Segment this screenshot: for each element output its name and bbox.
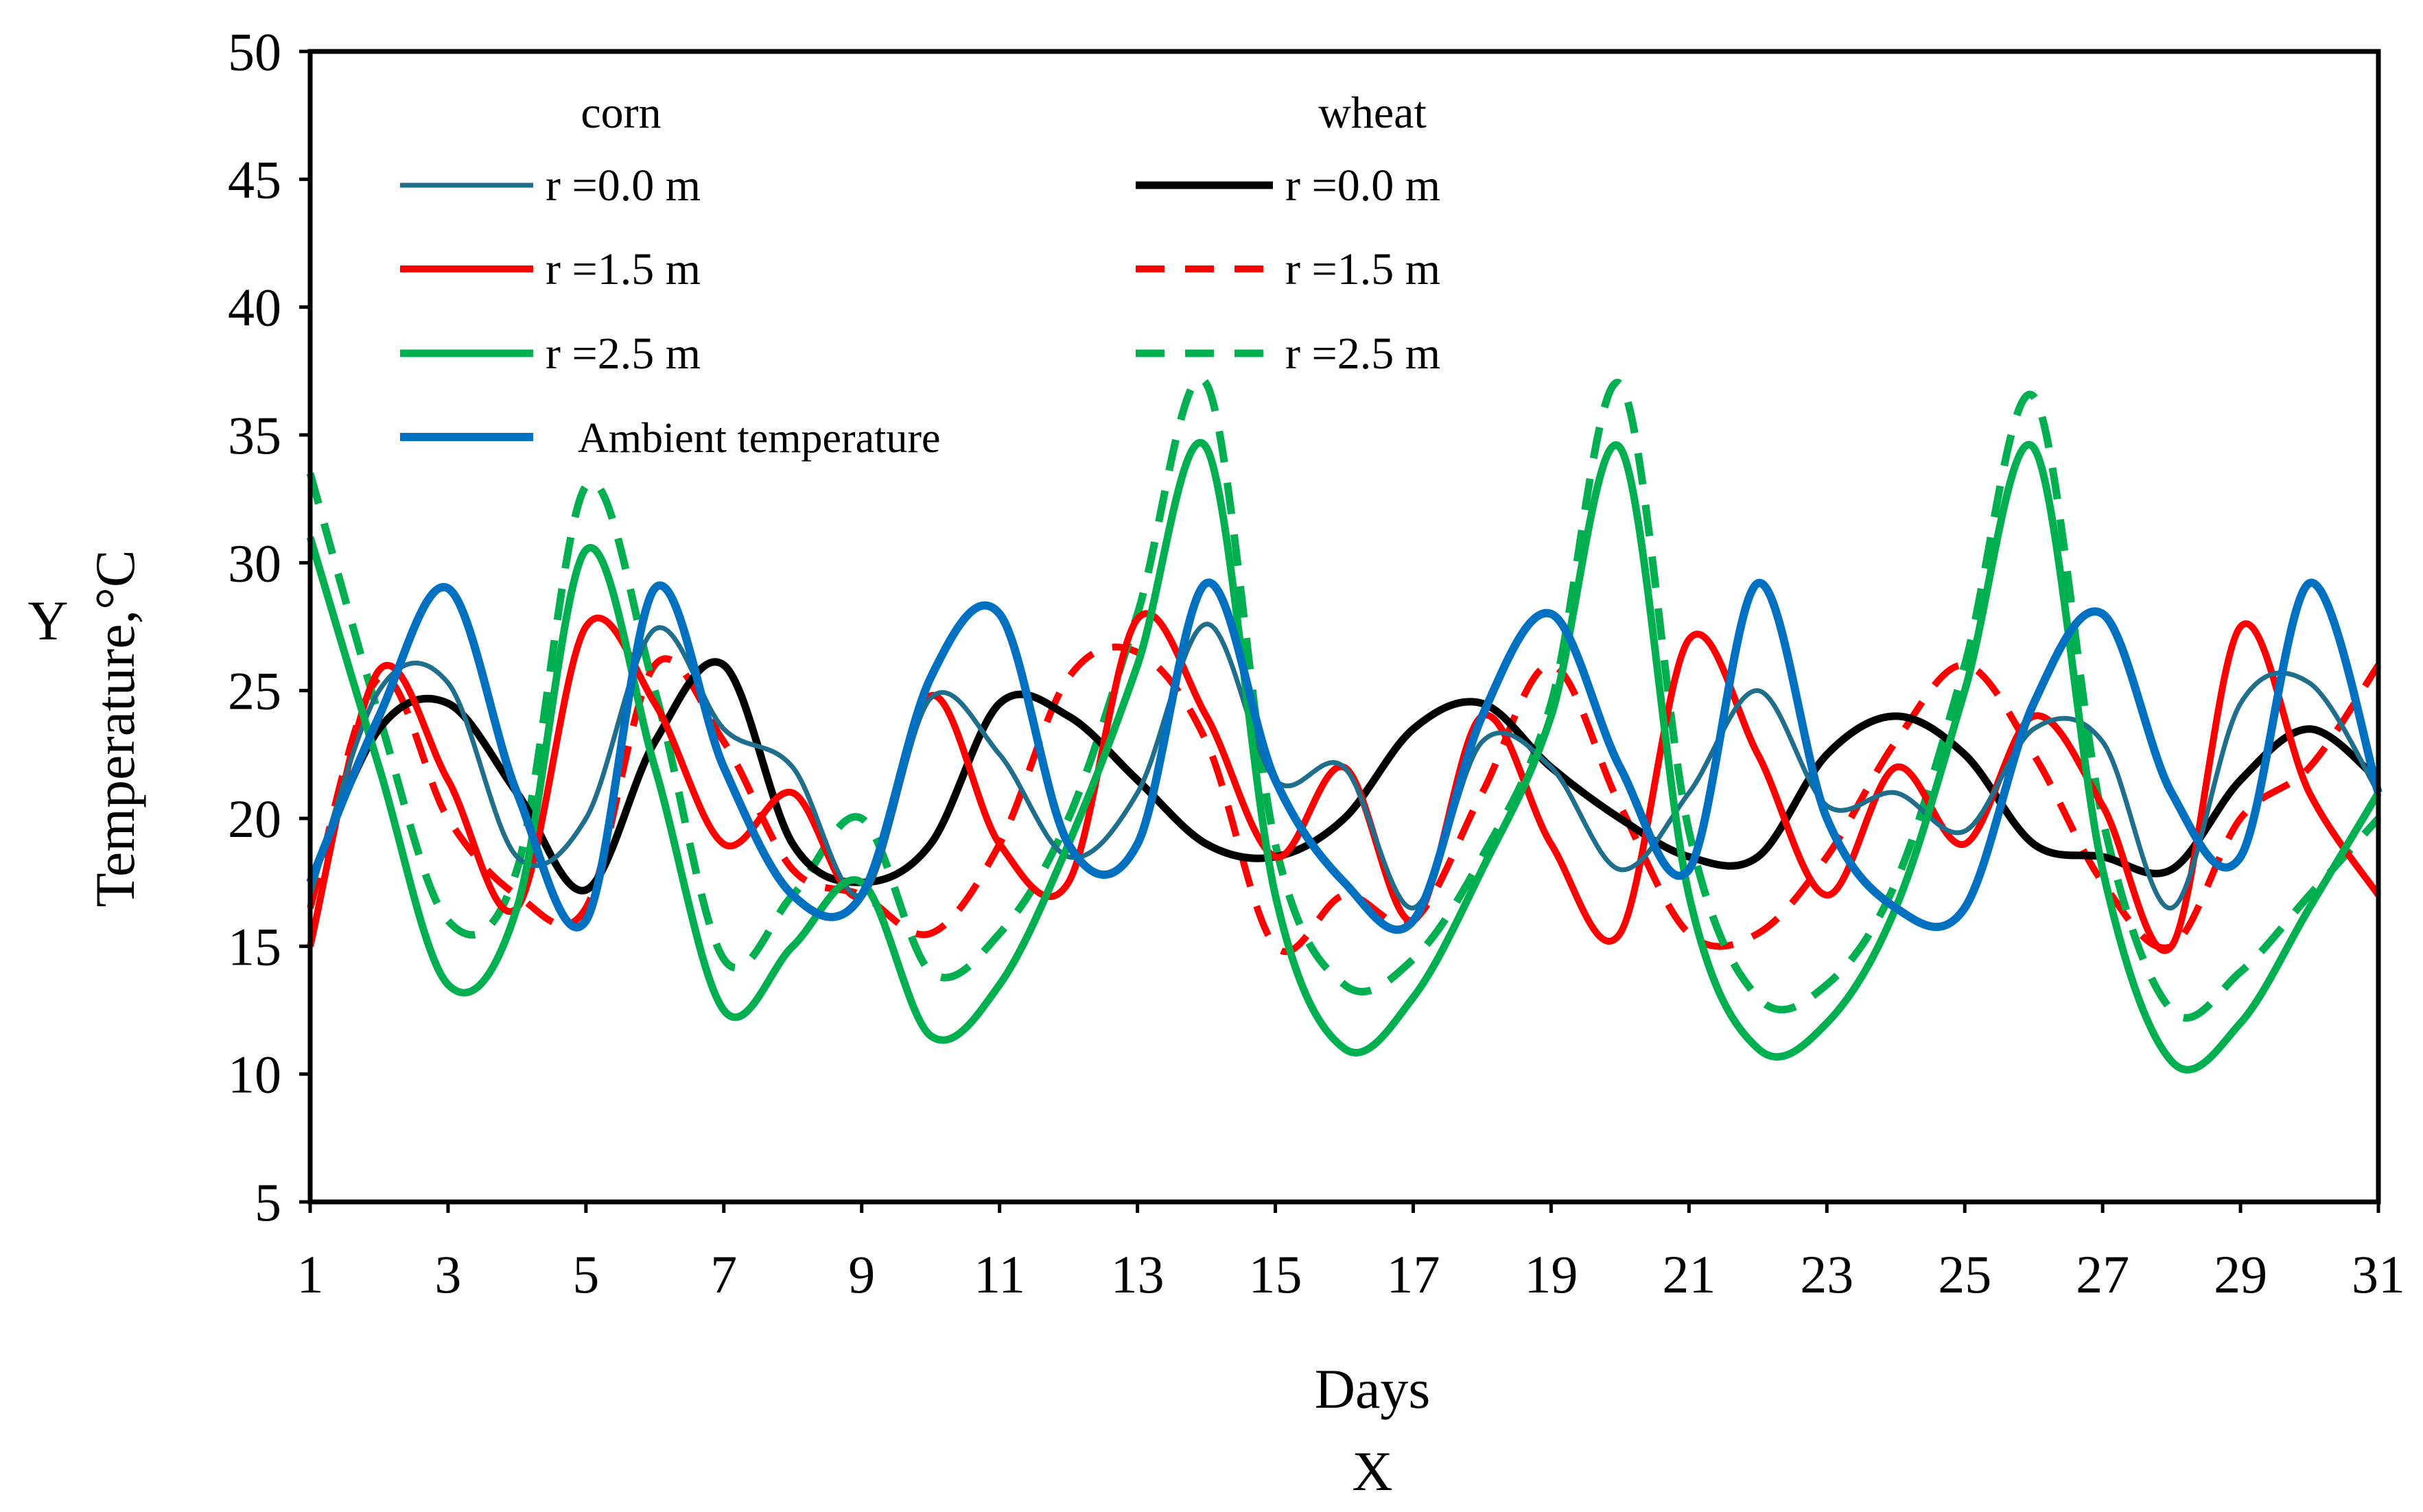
x-axis: 1 3 5 7 9 11 13 15 17 19 21 23 25 27 29 31 bbox=[297, 1202, 2405, 1304]
series-line-ambient-temperature bbox=[306, 578, 2383, 934]
legend-group-title-wheat: wheat bbox=[1318, 88, 1427, 138]
legend-label-corn-r-1-5-m: r =1.5 m bbox=[546, 244, 701, 294]
x-tick-label: 21 bbox=[1662, 1244, 1716, 1304]
x-axis-label: Days bbox=[1315, 1358, 1431, 1420]
x-tick-label: 25 bbox=[1938, 1244, 1991, 1304]
x-tick-label: 29 bbox=[2214, 1244, 2267, 1304]
legend-label-corn-r-2-5-m: r =2.5 m bbox=[546, 329, 701, 379]
legend-group-title-corn: corn bbox=[581, 88, 661, 138]
y-axis: 5 10 15 20 25 30 35 40 45 50 bbox=[228, 22, 310, 1232]
legend: corn wheat r =0.0 m r =1.5 m r =2.5 m r =0.0 … bbox=[400, 88, 1440, 462]
x-tick-label: 5 bbox=[572, 1244, 599, 1304]
legend-label-ambient-temperature: Ambient temperature bbox=[578, 415, 941, 462]
y-tick-label: 25 bbox=[228, 661, 281, 721]
y-tick-label: 40 bbox=[228, 278, 281, 338]
y-tick-label: 20 bbox=[228, 789, 281, 849]
y-tick-label: 30 bbox=[228, 533, 281, 593]
y-tick-label: 5 bbox=[255, 1172, 281, 1232]
x-tick-label: 15 bbox=[1249, 1244, 1302, 1304]
series-line-wheat-r-1-5-m bbox=[307, 643, 2382, 956]
y-tick-label: 45 bbox=[228, 150, 281, 209]
legend-label-wheat-r-2-5-m: r =2.5 m bbox=[1285, 329, 1440, 379]
y-tick-label: 10 bbox=[228, 1045, 281, 1105]
x-tick-label: 11 bbox=[974, 1244, 1025, 1304]
legend-label-corn-r-0-0-m: r =0.0 m bbox=[546, 161, 701, 211]
series-layer bbox=[306, 375, 2383, 1074]
y-tick-label: 50 bbox=[228, 22, 281, 82]
x-tick-label: 1 bbox=[297, 1244, 324, 1304]
y-tick-label: 35 bbox=[228, 405, 281, 465]
y-axis-letter: Y bbox=[27, 589, 68, 652]
x-tick-label: 17 bbox=[1386, 1244, 1440, 1304]
x-tick-label: 9 bbox=[848, 1244, 875, 1304]
legend-label-wheat-r-0-0-m: r =0.0 m bbox=[1285, 161, 1440, 211]
x-tick-label: 19 bbox=[1524, 1244, 1578, 1304]
x-tick-label: 7 bbox=[710, 1244, 737, 1304]
x-tick-label: 13 bbox=[1111, 1244, 1164, 1304]
legend-label-wheat-r-1-5-m: r =1.5 m bbox=[1285, 244, 1440, 294]
x-tick-label: 27 bbox=[2076, 1244, 2129, 1304]
y-tick-label: 15 bbox=[228, 917, 281, 976]
x-axis-letter: X bbox=[1352, 1440, 1392, 1502]
series-line-corn-r-1-5-m bbox=[307, 610, 2382, 954]
x-tick-label: 3 bbox=[434, 1244, 461, 1304]
series-line-wheat-r-2-5-m bbox=[306, 375, 2382, 1022]
y-axis-label: Temperature,°C bbox=[84, 550, 146, 907]
series-line-corn-r-0-0-m bbox=[307, 622, 2380, 910]
plot-frame bbox=[307, 49, 2381, 1205]
x-tick-label: 31 bbox=[2352, 1244, 2405, 1304]
x-tick-label: 23 bbox=[1800, 1244, 1853, 1304]
